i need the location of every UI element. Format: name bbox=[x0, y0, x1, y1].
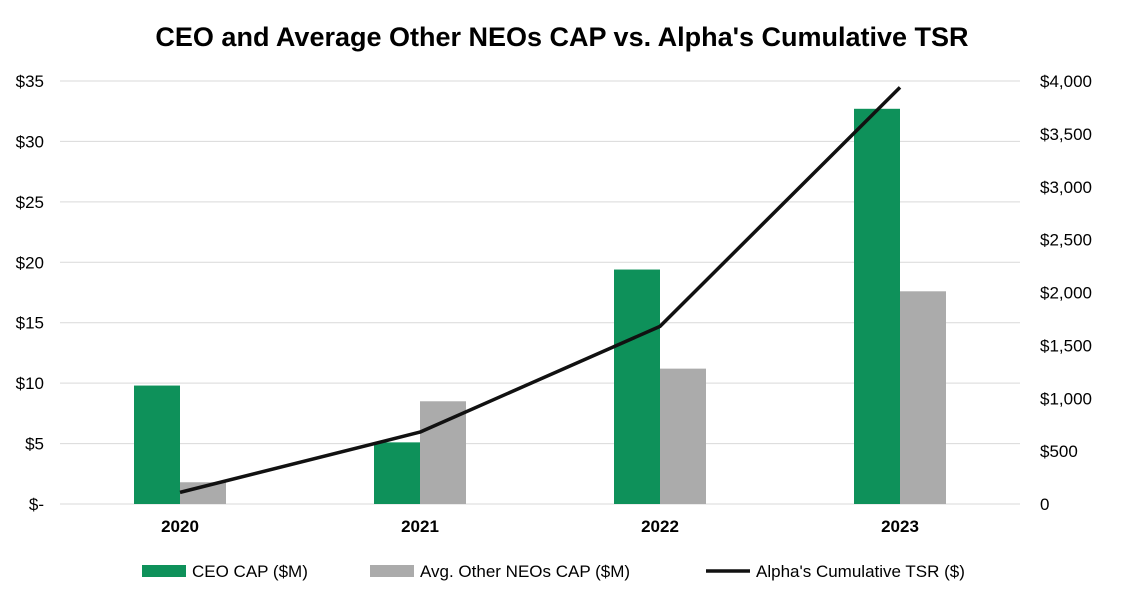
right-tick-label: $2,500 bbox=[1040, 231, 1092, 250]
x-axis-labels: 2020 2021 2022 2023 bbox=[161, 517, 919, 536]
x-label-2023: 2023 bbox=[881, 517, 919, 536]
legend-label-avg-other-neos-cap-m: Avg. Other NEOs CAP ($M) bbox=[420, 562, 630, 581]
right-tick-label: $1,000 bbox=[1040, 389, 1092, 408]
left-tick-label: $- bbox=[29, 495, 44, 514]
legend-label-ceo-cap-m: CEO CAP ($M) bbox=[192, 562, 308, 581]
gridlines bbox=[60, 80, 1020, 505]
left-tick-label: $15 bbox=[16, 314, 44, 333]
bar-ceo-cap-m-2021 bbox=[374, 442, 420, 504]
right-tick-label: 0 bbox=[1040, 495, 1049, 514]
x-label-2020: 2020 bbox=[161, 517, 199, 536]
left-tick-label: $25 bbox=[16, 193, 44, 212]
bars bbox=[134, 108, 946, 504]
bar-ceo-cap-m-2022 bbox=[614, 269, 660, 504]
line-alpha-s-cumulative-tsr bbox=[179, 86, 902, 495]
right-axis-ticks: 0 $500 $1,000 $1,500 $2,000 $2,500 $3,000 $3,50… bbox=[1040, 72, 1092, 514]
left-tick-label: $5 bbox=[25, 435, 44, 454]
right-tick-label: $3,000 bbox=[1040, 178, 1092, 197]
right-tick-label: $500 bbox=[1040, 442, 1078, 461]
right-tick-label: $3,500 bbox=[1040, 125, 1092, 144]
bar-avg-other-neos-cap-m-2023 bbox=[900, 291, 946, 504]
legend-swatch-avg-other-neos-cap-m bbox=[370, 565, 414, 577]
legend: CEO CAP ($M) Avg. Other NEOs CAP ($M) Alph… bbox=[142, 562, 965, 581]
bar-avg-other-neos-cap-m-2021 bbox=[420, 401, 466, 504]
left-axis-ticks: $- $5 $10 $15 $20 $25 $30 $35 bbox=[16, 72, 44, 514]
left-tick-label: $30 bbox=[16, 132, 44, 151]
bar-ceo-cap-m-2020 bbox=[134, 385, 180, 504]
left-tick-label: $10 bbox=[16, 374, 44, 393]
right-tick-label: $4,000 bbox=[1040, 72, 1092, 91]
tsr-line-layer bbox=[179, 86, 902, 495]
chart-title: CEO and Average Other NEOs CAP vs. Alpha… bbox=[155, 22, 968, 52]
left-tick-label: $35 bbox=[16, 72, 44, 91]
left-tick-label: $20 bbox=[16, 253, 44, 272]
x-label-2021: 2021 bbox=[401, 517, 439, 536]
right-tick-label: $1,500 bbox=[1040, 336, 1092, 355]
legend-label-alpha-s-cumulative-tsr: Alpha's Cumulative TSR ($) bbox=[756, 562, 965, 581]
legend-swatch-ceo-cap-m bbox=[142, 565, 186, 577]
bar-avg-other-neos-cap-m-2022 bbox=[660, 368, 706, 504]
bar-ceo-cap-m-2023 bbox=[854, 108, 900, 504]
right-tick-label: $2,000 bbox=[1040, 284, 1092, 303]
x-label-2022: 2022 bbox=[641, 517, 679, 536]
